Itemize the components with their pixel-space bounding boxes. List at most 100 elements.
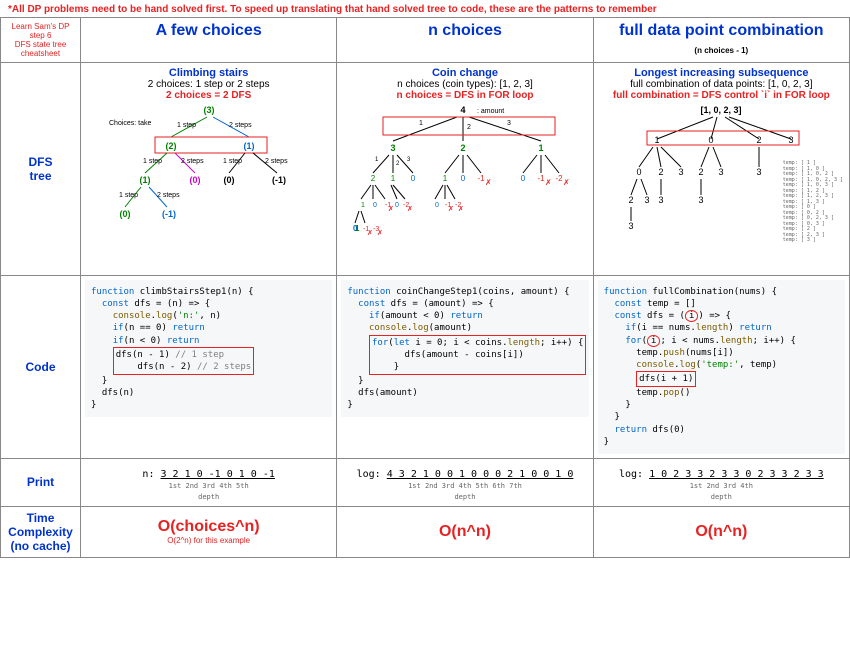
svg-text:[1, 0, 2, 3]: [1, 0, 2, 3]	[701, 105, 742, 115]
svg-text:1 step: 1 step	[119, 192, 138, 199]
corner-label: Learn Sam's DP step 6 DFS state tree che…	[1, 18, 81, 63]
svg-text:✗: ✗	[407, 205, 413, 213]
cheatsheet-table: Learn Sam's DP step 6 DFS state tree che…	[0, 17, 850, 558]
svg-text:1: 1	[538, 143, 543, 153]
svg-text:2 steps: 2 steps	[157, 192, 180, 199]
svg-text:1: 1	[361, 202, 365, 209]
svg-text:2 steps: 2 steps	[229, 122, 252, 129]
svg-text:2: 2	[371, 174, 376, 183]
svg-text:0: 0	[521, 174, 526, 183]
row-label-dfs: DFS tree	[1, 63, 81, 276]
svg-text:2: 2	[629, 195, 634, 205]
svg-text:(3): (3)	[203, 105, 214, 115]
svg-text:✗: ✗	[377, 229, 383, 237]
svg-text:-1: -1	[537, 174, 545, 183]
few-sub: 2 choices: 1 step or 2 steps	[85, 79, 332, 90]
svg-text:3: 3	[507, 120, 511, 127]
svg-text:(2): (2)	[165, 141, 176, 151]
svg-text:3: 3	[719, 167, 724, 177]
tree-n: Coin change n choices (coin types): [1, …	[337, 63, 593, 276]
svg-text:1: 1	[375, 157, 379, 163]
svg-text:3: 3	[757, 167, 762, 177]
tc-n: O(n^n)	[337, 506, 593, 557]
svg-text:2 steps: 2 steps	[265, 158, 288, 165]
temps-list: temp: [ 1 ] temp: [ 1, 0 ] temp: [ 1, 0,…	[783, 161, 843, 244]
svg-text:✗: ✗	[545, 178, 552, 187]
svg-text:✗: ✗	[367, 229, 373, 237]
svg-text:-1: -1	[477, 174, 485, 183]
col-head-few: A few choices	[81, 18, 337, 63]
svg-text:3: 3	[645, 195, 650, 205]
full-rule: full combination = DFS control `i` in FO…	[598, 90, 845, 101]
tree-svg-few: (3) Choices: take 1 step 2 steps (2) (1)…	[89, 101, 329, 251]
svg-text:(0): (0)	[189, 175, 200, 185]
few-title: Climbing stairs	[85, 67, 332, 79]
row-label-tc: Time Complexity (no cache)	[1, 506, 81, 557]
svg-text:✗: ✗	[448, 205, 454, 213]
row-label-print: Print	[1, 458, 81, 506]
print-full: log: 1 0 2 3 3 2 3 3 0 2 3 3 2 3 3 1st 2…	[593, 458, 849, 506]
svg-text:3: 3	[699, 195, 704, 205]
svg-text:0: 0	[395, 202, 399, 209]
col-head-n: n choices	[337, 18, 593, 63]
svg-text:Choices: take: Choices: take	[109, 120, 152, 127]
svg-text:0: 0	[373, 202, 377, 209]
svg-text:2: 2	[467, 124, 471, 131]
n-title: Coin change	[341, 67, 588, 79]
banner-text: *All DP problems need to be hand solved …	[0, 0, 850, 17]
svg-text:✗: ✗	[485, 178, 492, 187]
svg-text:(0): (0)	[223, 175, 234, 185]
svg-text:2 steps: 2 steps	[181, 158, 204, 165]
tc-few: O(choices^n) O(2^n) for this example	[81, 506, 337, 557]
svg-text:0: 0	[637, 167, 642, 177]
code-full: function fullCombination(nums) { const t…	[593, 276, 849, 459]
n-rule: n choices = DFS in FOR loop	[341, 90, 588, 101]
svg-text:2: 2	[659, 167, 664, 177]
svg-text:1 step: 1 step	[143, 158, 162, 165]
svg-text:0: 0	[411, 174, 416, 183]
svg-text:3: 3	[390, 143, 395, 153]
svg-text:✗: ✗	[563, 178, 570, 187]
code-few: function climbStairsStep1(n) { const dfs…	[81, 276, 337, 459]
tree-full: Longest increasing subsequence full comb…	[593, 63, 849, 276]
full-sub: full combination of data points: [1, 0, …	[598, 79, 845, 90]
svg-text:✗: ✗	[458, 205, 464, 213]
svg-text:(-1): (-1)	[272, 175, 286, 185]
col-head-full-sub: (n choices - 1)	[694, 46, 748, 55]
svg-text:2: 2	[396, 161, 400, 167]
few-rule: 2 choices = 2 DFS	[85, 90, 332, 101]
svg-text:2: 2	[460, 143, 465, 153]
svg-text:2: 2	[757, 135, 762, 145]
svg-text:1: 1	[655, 135, 660, 145]
print-few: n: 3 2 1 0 -1 0 1 0 -1 1st 2nd 3rd 4th 5…	[81, 458, 337, 506]
svg-text:1: 1	[355, 224, 360, 233]
svg-text:3: 3	[679, 167, 684, 177]
svg-text:0: 0	[461, 174, 466, 183]
svg-text:1 step: 1 step	[223, 158, 242, 165]
svg-text:(0): (0)	[119, 209, 130, 219]
svg-text:: amount: : amount	[477, 108, 504, 115]
svg-text:0: 0	[435, 202, 439, 209]
svg-text:3: 3	[789, 135, 794, 145]
full-title: Longest increasing subsequence	[598, 67, 845, 79]
tc-full: O(n^n)	[593, 506, 849, 557]
svg-text:2: 2	[699, 167, 704, 177]
svg-text:1: 1	[419, 120, 423, 127]
svg-text:(1): (1)	[243, 141, 254, 151]
svg-text:(1): (1)	[139, 175, 150, 185]
svg-text:1 step: 1 step	[177, 122, 196, 129]
row-label-code: Code	[1, 276, 81, 459]
n-sub: n choices (coin types): [1, 2, 3]	[341, 79, 588, 90]
svg-text:3: 3	[629, 221, 634, 231]
code-n: function coinChangeStep1(coins, amount) …	[337, 276, 593, 459]
svg-text:3: 3	[659, 195, 664, 205]
print-n: log: 4 3 2 1 0 0 1 0 0 0 2 1 0 0 1 0 1st…	[337, 458, 593, 506]
svg-text:✗: ✗	[388, 205, 394, 213]
tree-svg-n: 4 : amount 1 2 3 3 2 1 123 2 1	[345, 101, 585, 251]
col-head-full: full data point combination (n choices -…	[593, 18, 849, 63]
svg-text:-2: -2	[555, 174, 563, 183]
svg-text:(-1): (-1)	[162, 209, 176, 219]
svg-text:3: 3	[407, 157, 411, 163]
svg-text:1: 1	[443, 174, 448, 183]
tree-few: Climbing stairs 2 choices: 1 step or 2 s…	[81, 63, 337, 276]
